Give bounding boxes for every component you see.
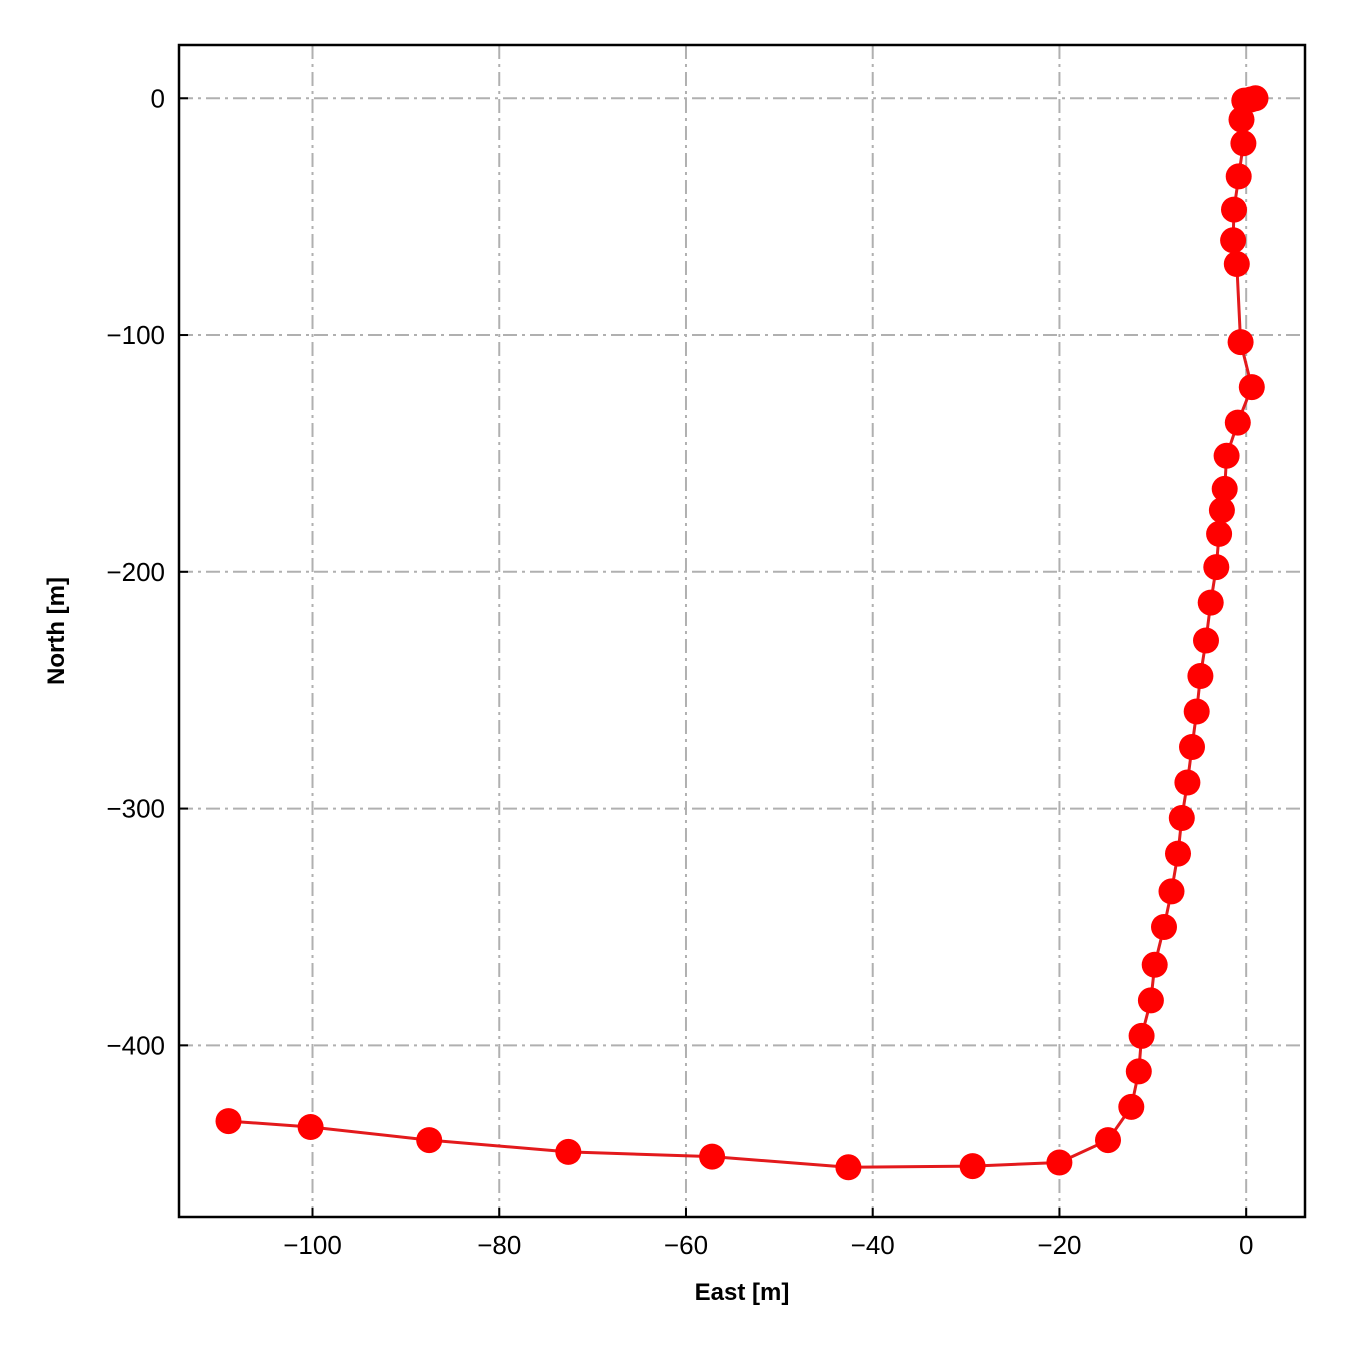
y-tick-label: −200 [106,557,165,587]
trajectory-point [835,1154,862,1181]
trajectory-point [1125,1058,1152,1085]
axes-frame [177,43,1307,1219]
plot-area [215,85,1269,1181]
trajectory-point [1165,840,1191,867]
x-tick-label: −20 [1037,1230,1081,1260]
trajectory-point [1168,805,1195,831]
x-tick-label: −60 [664,1230,708,1260]
trajectory-point [1095,1127,1121,1154]
x-axis-label: East [m] [695,1279,790,1306]
trajectory-point [1224,409,1251,436]
trajectory-point [1151,914,1177,940]
trajectory-point [1174,769,1201,796]
x-tick-label: −100 [283,1230,342,1260]
trajectory-point [1238,374,1265,401]
trajectory-point [1231,87,1258,114]
trajectory-point [1221,196,1247,223]
trajectory-point [1158,878,1185,905]
y-tick-label: −300 [106,794,165,824]
x-tick-label: −40 [851,1230,895,1260]
trajectory-point [1141,951,1168,978]
trajectory-point [1137,987,1164,1014]
grid-lines [179,45,1305,1217]
trajectory-point [1228,106,1255,133]
trajectory-point [1230,130,1257,157]
trajectory-point [1046,1149,1073,1176]
trajectory-point [1197,589,1224,616]
trajectory-point [1183,698,1210,725]
trajectory-point [1128,1022,1155,1049]
y-tick-label: 0 [151,83,165,113]
trajectory-point [297,1114,324,1140]
trajectory-point [1206,520,1233,547]
trajectory-point [1225,163,1252,190]
x-tick-label: −80 [477,1230,521,1260]
trajectory-point [1223,251,1250,277]
trajectory-point [1118,1093,1145,1120]
trajectory-point [1208,497,1235,524]
trajectory-point [215,1108,242,1135]
y-axis-label: North [m] [43,577,70,685]
trajectory-point [1213,442,1240,469]
trajectory-point [416,1127,443,1154]
trajectory-point [1227,329,1254,356]
trajectory-point [1179,734,1205,760]
y-tick-label: −400 [106,1030,165,1060]
y-tick-label: −100 [106,320,165,350]
trajectory-point [699,1143,726,1170]
trajectory-point [1203,554,1230,581]
trajectory-point [1220,227,1247,254]
trajectory-point [555,1138,582,1165]
axis-ticks: −100 −80 −60 −40 −20 00−100−200−300−400 [106,83,1253,1260]
trajectory-point [1211,475,1238,502]
trajectory-point [1187,663,1214,689]
x-tick-label: 0 [1239,1230,1253,1260]
trajectory-point [1193,627,1219,654]
trajectory-line [228,96,1256,1169]
trajectory-point [959,1153,986,1180]
